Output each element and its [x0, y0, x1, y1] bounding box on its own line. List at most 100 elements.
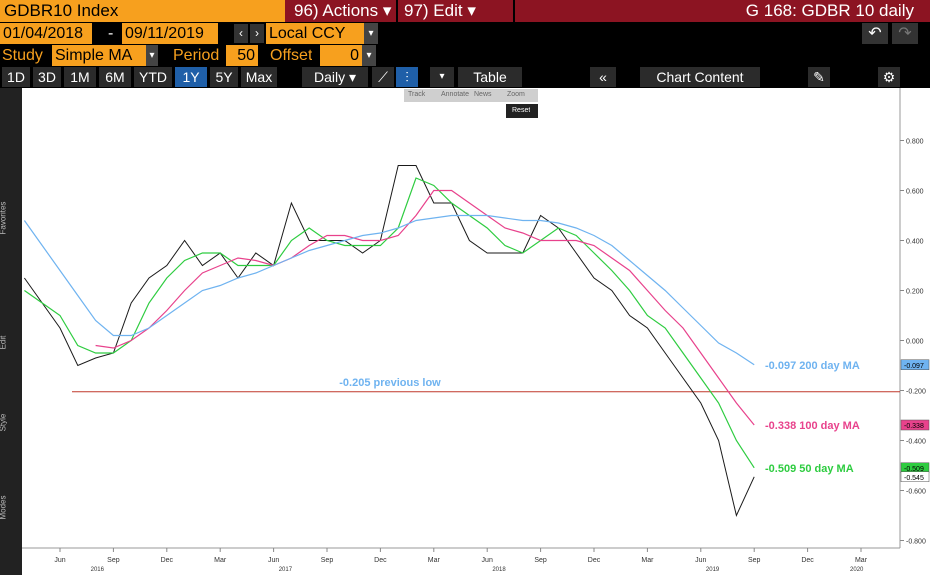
series-line: [24, 177, 755, 469]
range-button[interactable]: 5Y: [210, 67, 238, 87]
range-button[interactable]: 3D: [33, 67, 61, 87]
x-tick-label: Sep: [534, 557, 547, 564]
bar-icon[interactable]: ⫶: [396, 67, 418, 87]
prev[interactable]: ‹: [234, 24, 248, 43]
period[interactable]: 50: [226, 45, 258, 66]
x-tick-label: Mar: [641, 557, 654, 564]
sidebar-label: Modes: [0, 495, 8, 520]
sidebar-label: Favorites: [0, 201, 8, 235]
y-tick-label: 0.200: [906, 289, 924, 296]
currency[interactable]: Local CCY: [266, 23, 364, 44]
value-tag-label: -0.338: [904, 423, 924, 430]
reset-button[interactable]: [506, 104, 538, 118]
x-tick-label: Dec: [161, 557, 174, 564]
y-tick-label: -0.400: [906, 439, 926, 446]
year-label: 2020: [850, 567, 864, 573]
label: Chart Content: [656, 69, 744, 85]
offset-label: Offset: [270, 47, 313, 64]
security-field[interactable]: GDBR10 Index: [0, 0, 285, 22]
x-tick-label: Sep: [748, 557, 761, 564]
period-label: Period: [173, 47, 220, 64]
offset-drop[interactable]: ▾: [362, 45, 376, 66]
line-icon[interactable]: ⟋: [372, 67, 394, 87]
series-line: [23, 165, 755, 518]
chart-tool[interactable]: Annotate: [441, 91, 470, 98]
chart-tool[interactable]: Track: [408, 91, 426, 98]
sidebar: [0, 88, 22, 575]
value-tag: [900, 419, 930, 431]
next[interactable]: ›: [250, 24, 264, 43]
redo[interactable]: ↷: [892, 23, 918, 44]
range-button[interactable]: 1D: [2, 67, 30, 87]
sidebar-label: Edit: [0, 335, 8, 350]
x-tick-label: Sep: [107, 557, 120, 564]
y-tick-label: -0.800: [906, 539, 926, 546]
tool-strip: [404, 89, 538, 102]
study-drop[interactable]: ▾: [146, 45, 158, 66]
series-line: [23, 214, 755, 366]
reset-label[interactable]: Reset: [512, 107, 531, 114]
x-tick-label: Jun: [482, 557, 493, 564]
study-label: Study: [2, 47, 43, 64]
series-label: -0.338 100 day MA: [765, 420, 860, 432]
chart-tool[interactable]: Zoom: [507, 91, 525, 98]
reference-label: -0.205 previous low: [339, 377, 441, 389]
edit-menu[interactable]: 97) Edit ▾: [400, 0, 515, 22]
currency-drop[interactable]: ▾: [364, 23, 378, 44]
year-label: 2017: [279, 567, 293, 573]
value-tag-label: -0.509: [904, 466, 924, 473]
y-tick-label: 0.000: [906, 339, 924, 346]
undo[interactable]: ↶: [862, 23, 888, 44]
x-tick-label: Jun: [268, 557, 279, 564]
more[interactable]: ▾: [430, 67, 454, 87]
chart-tool[interactable]: News: [474, 91, 492, 98]
table-button[interactable]: Table: [458, 67, 522, 87]
end-date[interactable]: 09/11/2019: [122, 23, 218, 44]
date-sep: -: [108, 25, 114, 42]
year-label: 2019: [706, 567, 720, 573]
x-tick-label: Jun: [54, 557, 65, 564]
year-label: 2018: [492, 567, 506, 573]
y-tick-label: 0.600: [906, 189, 924, 196]
collapse[interactable]: «: [590, 67, 616, 87]
value-tag: [900, 359, 930, 370]
value-tag-label: -0.097: [904, 363, 924, 370]
x-tick-label: Mar: [214, 557, 227, 564]
range-button[interactable]: 6M: [99, 67, 131, 87]
series-label: -0.509 50 day MA: [765, 463, 854, 475]
sidebar-label: Style: [0, 413, 8, 432]
year-label: 2016: [91, 567, 105, 573]
x-tick-label: Mar: [428, 557, 441, 564]
y-tick-label: -0.600: [906, 489, 926, 496]
offset[interactable]: 0: [320, 45, 362, 66]
actions-menu[interactable]: 96) Actions ▾: [290, 0, 398, 22]
label: 97) Edit: [404, 1, 463, 20]
frequency[interactable]: Daily ▾: [302, 67, 368, 87]
range-button[interactable]: 1M: [64, 67, 96, 87]
label: Daily: [313, 69, 346, 85]
y-tick-label: 0.800: [906, 139, 924, 146]
series-line: [95, 189, 755, 426]
chart-name: G 168: GDBR 10 daily: [630, 0, 930, 22]
x-tick-label: Sep: [321, 557, 334, 564]
settings[interactable]: ⚙: [878, 67, 900, 87]
x-tick-label: Dec: [801, 557, 814, 564]
chart-content[interactable]: Chart Content: [640, 67, 760, 87]
x-tick-label: Mar: [855, 557, 868, 564]
value-tag-label: -0.545: [904, 475, 924, 482]
start-date[interactable]: 01/04/2018: [0, 23, 92, 44]
x-tick-label: Dec: [374, 557, 387, 564]
y-tick-label: -0.200: [906, 389, 926, 396]
study[interactable]: Simple MA: [52, 45, 146, 66]
plot-bg: [22, 88, 930, 575]
value-tag: [900, 471, 930, 482]
x-tick-label: Dec: [588, 557, 601, 564]
range-button[interactable]: YTD: [134, 67, 172, 87]
series-label: -0.097 200 day MA: [765, 360, 860, 372]
label: 96) Actions: [294, 1, 379, 20]
range-button[interactable]: 1Y: [175, 67, 207, 87]
edit-icon[interactable]: ✎: [808, 67, 830, 87]
range-button[interactable]: Max: [241, 67, 277, 87]
